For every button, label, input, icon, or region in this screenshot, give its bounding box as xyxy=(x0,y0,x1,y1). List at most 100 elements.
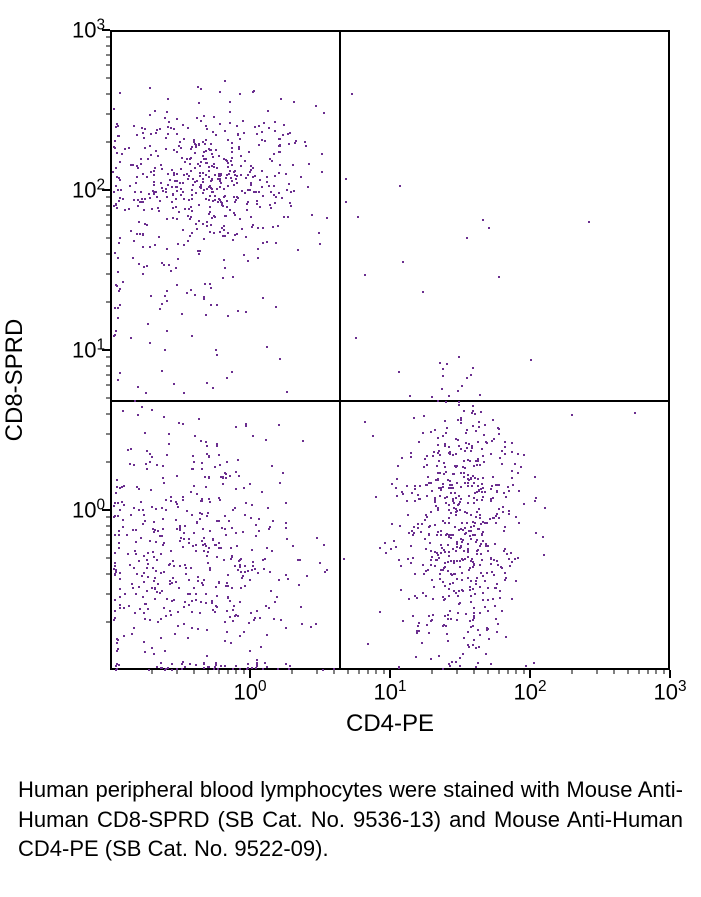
data-point xyxy=(114,552,116,554)
data-point xyxy=(452,582,454,584)
data-point xyxy=(211,178,213,180)
data-point xyxy=(173,383,175,385)
data-point xyxy=(151,587,153,589)
data-point xyxy=(199,612,201,614)
data-point xyxy=(218,454,220,456)
data-point xyxy=(283,216,285,218)
data-point xyxy=(473,497,475,499)
data-point xyxy=(237,569,239,571)
data-point xyxy=(114,565,116,567)
x-tick-minor xyxy=(638,670,639,674)
data-point xyxy=(455,661,457,663)
data-point xyxy=(226,200,228,202)
data-point xyxy=(482,455,484,457)
data-point xyxy=(216,304,218,306)
data-point xyxy=(162,518,164,520)
data-point xyxy=(214,611,216,613)
data-point xyxy=(151,409,153,411)
data-point xyxy=(318,232,320,234)
data-point xyxy=(442,435,444,437)
data-point xyxy=(165,137,167,139)
data-point xyxy=(206,225,208,227)
data-point xyxy=(163,607,165,609)
data-point xyxy=(447,640,449,642)
data-point xyxy=(472,405,474,407)
data-point xyxy=(455,511,457,513)
data-point xyxy=(442,483,444,485)
data-point xyxy=(490,500,492,502)
data-point xyxy=(450,492,452,494)
data-point xyxy=(231,587,233,589)
data-point xyxy=(149,87,151,89)
data-point xyxy=(115,571,117,573)
data-point xyxy=(495,522,497,524)
data-point xyxy=(434,429,436,431)
data-point xyxy=(237,615,239,617)
data-point xyxy=(406,500,408,502)
data-point xyxy=(254,126,256,128)
data-point xyxy=(289,202,291,204)
data-point xyxy=(195,593,197,595)
data-point xyxy=(517,453,519,455)
data-point xyxy=(297,249,299,251)
data-point xyxy=(467,459,469,461)
data-point xyxy=(115,167,117,169)
data-point xyxy=(127,449,129,451)
data-point xyxy=(140,501,142,503)
data-point xyxy=(202,192,204,194)
data-point xyxy=(480,572,482,574)
data-point xyxy=(464,558,466,560)
data-point xyxy=(189,218,191,220)
data-point xyxy=(511,442,513,444)
data-point xyxy=(497,427,499,429)
data-point xyxy=(223,225,225,227)
data-point xyxy=(290,191,292,193)
data-point xyxy=(200,440,202,442)
data-point xyxy=(274,175,276,177)
data-point xyxy=(144,618,146,620)
data-point xyxy=(246,203,248,205)
data-point xyxy=(319,243,321,245)
data-point xyxy=(225,534,227,536)
data-point xyxy=(188,604,190,606)
data-point xyxy=(279,164,281,166)
data-point xyxy=(455,453,457,455)
data-point xyxy=(167,133,169,135)
data-point xyxy=(175,206,177,208)
data-point xyxy=(199,175,201,177)
data-point xyxy=(442,625,444,627)
data-point xyxy=(418,441,420,443)
data-point xyxy=(445,625,447,627)
data-point xyxy=(157,155,159,157)
data-point xyxy=(235,426,237,428)
data-point xyxy=(232,276,234,278)
data-point xyxy=(478,489,480,491)
data-point xyxy=(468,530,470,532)
data-point xyxy=(488,227,490,229)
data-point xyxy=(440,530,442,532)
data-point xyxy=(235,665,237,667)
data-point xyxy=(176,528,178,530)
data-point xyxy=(146,590,148,592)
data-point xyxy=(232,609,234,611)
data-point xyxy=(141,575,143,577)
data-point xyxy=(135,593,137,595)
data-point xyxy=(115,569,117,571)
data-point xyxy=(402,261,404,263)
data-point xyxy=(138,263,140,265)
data-point xyxy=(173,599,175,601)
data-point xyxy=(190,157,192,159)
data-point xyxy=(186,158,188,160)
data-point xyxy=(144,147,146,149)
data-point xyxy=(239,601,241,603)
data-point xyxy=(256,662,258,664)
data-point xyxy=(425,548,427,550)
data-point xyxy=(423,415,425,417)
y-tick xyxy=(102,349,110,351)
data-point xyxy=(416,630,418,632)
data-point xyxy=(145,392,147,394)
data-point xyxy=(308,163,310,165)
data-point xyxy=(413,532,415,534)
data-point xyxy=(481,559,483,561)
data-point xyxy=(149,114,151,116)
